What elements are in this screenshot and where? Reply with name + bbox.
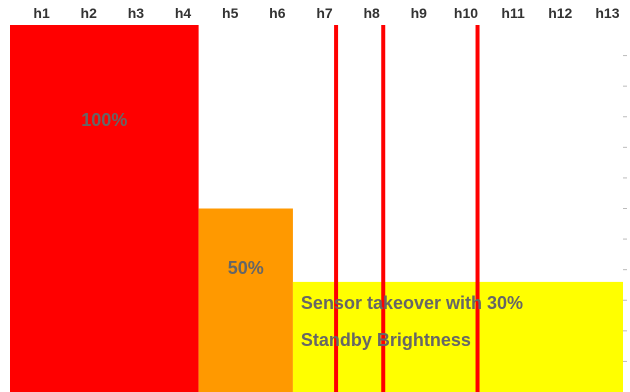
bar-segment-1 (10, 25, 199, 392)
hour-label-h10: h10 (454, 5, 478, 21)
bar-segment-3-label-line-2: Standby Brightness (301, 330, 471, 350)
segment-labels: 100% 50% Sensor takeover with 30% Standby B… (81, 110, 523, 350)
hour-label-h12: h12 (548, 5, 572, 21)
hour-labels: h1 h2 h3 h4 h5 h6 h7 h8 h9 h10 h11 h12 h13 (33, 5, 619, 21)
hour-label-h5: h5 (222, 5, 239, 21)
hour-label-h3: h3 (128, 5, 145, 21)
hour-label-h9: h9 (411, 5, 428, 21)
hour-label-h4: h4 (175, 5, 192, 21)
hour-label-h2: h2 (81, 5, 98, 21)
hour-label-h6: h6 (269, 5, 286, 21)
hour-label-h7: h7 (316, 5, 333, 21)
hour-label-h13: h13 (595, 5, 619, 21)
hour-label-h8: h8 (363, 5, 380, 21)
event-markers-layer (334, 25, 480, 392)
grid-layer (623, 55, 627, 362)
bar-segment-2-label: 50% (228, 258, 264, 278)
bar-segment-3 (292, 281, 623, 392)
hour-label-h1: h1 (33, 5, 50, 21)
segments-layer (10, 25, 623, 392)
bar-segment-2 (198, 208, 293, 392)
bar-segment-1-label: 100% (81, 110, 127, 130)
hour-label-h11: h11 (501, 5, 525, 21)
bar-segment-3-label-line-1: Sensor takeover with 30% (301, 293, 523, 313)
